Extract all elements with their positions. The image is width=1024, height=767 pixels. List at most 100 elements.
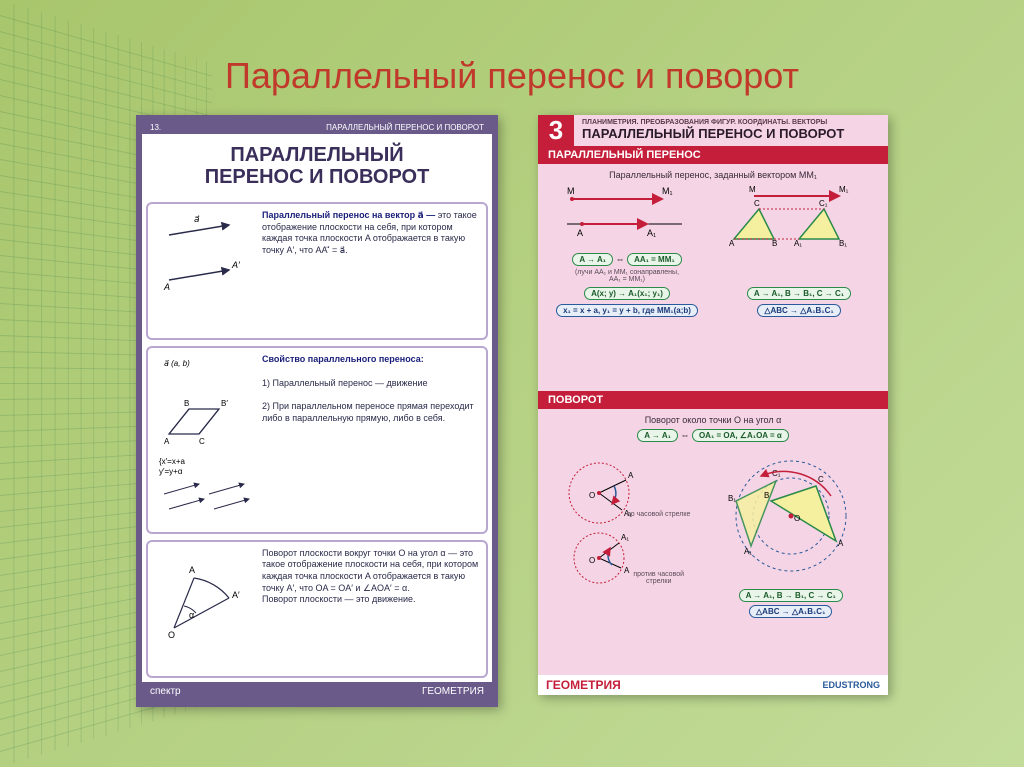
diagram-rotation-circles: O AA₁ O A₁A по часовой стрелке против ча… [544,448,693,615]
svg-text:A₁: A₁ [647,228,656,238]
left-sec-1: a⃗ A A′ Параллельный перенос на вектор a… [146,202,488,340]
pill-rot-a: A → A₁ [637,429,678,442]
svg-text:y′=y+α: y′=y+α [159,467,183,476]
pill-a-a1: A → A₁ [572,253,613,266]
note-rays: (лучи AA₁ и MM₁ сонаправлены, AA₁ = MM₁) [575,269,679,283]
svg-text:A: A [577,228,583,238]
svg-text:A₁: A₁ [621,533,629,542]
left-header-text: ПАРАЛЛЕЛЬНЫЙ ПЕРЕНОС И ПОВОРОТ [326,123,484,132]
pill-rot-abc: A → A₁, B → B₁, C → C₁ [739,589,843,602]
slide-title: Параллельный перенос и поворот [0,55,1024,97]
caption-translation: Параллельный перенос, заданный вектором … [544,170,882,180]
svg-text:A: A [838,539,844,548]
right-header: 3 ПЛАНИМЕТРИЯ. ПРЕОБРАЗОВАНИЯ ФИГУР. КОО… [538,115,888,146]
left-sec-2: a⃗ (a, b) A C B B′ {x′=x+a y′=y+α Свойство… [146,346,488,533]
svg-text:O: O [589,556,595,565]
pill-xy: A(x; y) → A₁(x₁; y₁) [584,287,670,300]
diagram-translation-vector: a⃗ A A′ [154,210,254,332]
diagram-rotation: O A A′ α [154,548,254,670]
left-footer: спектр ГЕОМЕТРИЯ [142,682,492,701]
svg-text:{x′=x+a: {x′=x+a [159,457,186,466]
svg-text:A′: A′ [231,260,240,270]
svg-text:C: C [754,199,760,208]
pill-abc: A → A₁, B → B₁, C → C₁ [747,287,851,300]
svg-text:O: O [589,491,595,500]
svg-text:B: B [184,399,189,408]
svg-text:B₁: B₁ [839,239,847,248]
iff-2: ⇔ [680,430,689,440]
pill-rot-tri: △ABC → △A₁B₁C₁ [749,605,832,618]
footer-subject-left: ГЕОМЕТРИЯ [422,686,484,697]
svg-text:A: A [189,565,195,575]
sec3-body: Поворот плоскости вокруг точки O на угол… [262,548,478,593]
left-sec-3: O A A′ α Поворот плоскости вокруг точки … [146,540,488,678]
left-title-1: ПАРАЛЛЕЛЬНЫЙ [146,144,488,166]
right-suptitle: ПЛАНИМЕТРИЯ. ПРЕОБРАЗОВАНИЯ ФИГУР. КООРД… [582,119,880,126]
svg-text:α: α [189,610,194,620]
svg-text:a⃗: a⃗ [194,214,200,224]
label-ccw: против часовой стрелки [624,571,694,585]
right-footer: ГЕОМЕТРИЯ EDUSTRONG [538,675,888,695]
left-header: 13. ПАРАЛЛЕЛЬНЫЙ ПЕРЕНОС И ПОВОРОТ [142,121,492,134]
poster-right: 3 ПЛАНИМЕТРИЯ. ПРЕОБРАЗОВАНИЯ ФИГУР. КОО… [538,115,888,695]
left-title: ПАРАЛЛЕЛЬНЫЙ ПЕРЕНОС И ПОВОРОТ [142,134,492,198]
left-sec1-text: Параллельный перенос на вектор a⃗ — это … [262,210,480,332]
svg-text:C₁: C₁ [819,199,828,208]
pill-rot-oa: OA₁ = OA, ∠A₁OA = α [692,429,789,442]
translation-diagrams: M M₁ A A₁ M M₁ A C B A₁ C₁ B₁ [544,184,882,249]
svg-text:M₁: M₁ [662,186,673,196]
pill-triangle: △ABC → △A₁B₁C₁ [757,304,840,317]
sec1-heading: Параллельный перенос на вектор a⃗ — [262,210,435,220]
left-sec3-text: Поворот плоскости вокруг точки O на угол… [262,548,480,670]
right-rotation-body: Поворот около точки O на угол α A → A₁ ⇔… [538,409,888,675]
svg-text:M: M [749,185,756,194]
band-translation: ПАРАЛЛЕЛЬНЫЙ ПЕРЕНОС [538,146,888,164]
right-head: ПЛАНИМЕТРИЯ. ПРЕОБРАЗОВАНИЯ ФИГУР. КООРД… [574,115,888,146]
diagram-rotation-triangle: O ACB B₁C₁A₁ A → A₁, B → B₁, C → C₁ △ABC… [699,446,882,618]
translation-pills-1: A → A₁ ⇔ AA₁ = MM₁ (лучи AA₁ и MM₁ сонап… [544,253,882,283]
diagram-mm1: MM₁ AA₁ [544,184,710,249]
svg-text:O: O [794,514,800,523]
footer-publisher: EDUSTRONG [822,680,880,690]
right-number: 3 [538,115,574,146]
pill-aa1-mm1: AA₁ = MM₁ [627,253,682,266]
svg-text:A: A [729,239,735,248]
svg-text:A′: A′ [232,590,240,600]
right-title: ПАРАЛЛЕЛЬНЫЙ ПЕРЕНОС И ПОВОРОТ [582,126,880,141]
footer-brand-left: спектр [150,686,181,697]
svg-text:B: B [764,491,769,500]
svg-text:C₁: C₁ [772,469,781,478]
right-translation-body: Параллельный перенос, заданный вектором … [538,164,888,391]
rotation-pills-top: A → A₁ ⇔ OA₁ = OA, ∠A₁OA = α [544,429,882,442]
svg-text:A: A [164,437,170,446]
caption-rotation: Поворот около точки O на угол α [544,415,882,425]
svg-text:M₁: M₁ [839,185,849,194]
svg-text:A₁: A₁ [794,239,802,248]
sec2-heading: Свойство параллельного переноса: [262,354,424,364]
pill-formula: x₁ = x + a, y₁ = y + b, где MM₁(a;b) [556,304,698,317]
svg-text:O: O [168,630,175,640]
sec2-item2: 2) При параллельном переносе прямая пере… [262,401,474,423]
svg-text:A: A [628,471,634,480]
svg-text:C: C [199,437,205,446]
translation-pills-3: x₁ = x + a, y₁ = y + b, где MM₁(a;b) △AB… [544,304,882,317]
sec2-item1: 1) Параллельный перенос — движение [262,378,428,388]
diagram-triangle-translate: M M₁ A C B A₁ C₁ B₁ [716,184,882,249]
svg-text:a⃗ (a, b): a⃗ (a, b) [164,359,190,368]
left-header-num: 13. [150,123,161,132]
svg-text:B′: B′ [221,399,228,408]
label-cw: по часовой стрелке [624,511,694,518]
left-sec2-text: Свойство параллельного переноса: 1) Пара… [262,354,480,525]
sec3-last: Поворот плоскости — это движение. [262,594,416,604]
iff-1: ⇔ [616,254,625,264]
svg-text:B₁: B₁ [728,494,736,503]
poster-row: 13. ПАРАЛЛЕЛЬНЫЙ ПЕРЕНОС И ПОВОРОТ ПАРАЛ… [0,115,1024,707]
band-rotation: ПОВОРОТ [538,391,888,409]
translation-pills-2: A(x; y) → A₁(x₁; y₁) A → A₁, B → B₁, C →… [544,287,882,300]
left-title-2: ПЕРЕНОС И ПОВОРОТ [146,166,488,188]
svg-text:B: B [772,239,777,248]
left-body: a⃗ A A′ Параллельный перенос на вектор a… [142,198,492,682]
diagram-translation-prism: a⃗ (a, b) A C B B′ {x′=x+a y′=y+α [154,354,254,525]
poster-left: 13. ПАРАЛЛЕЛЬНЫЙ ПЕРЕНОС И ПОВОРОТ ПАРАЛ… [136,115,498,707]
footer-subject-right: ГЕОМЕТРИЯ [546,678,621,692]
